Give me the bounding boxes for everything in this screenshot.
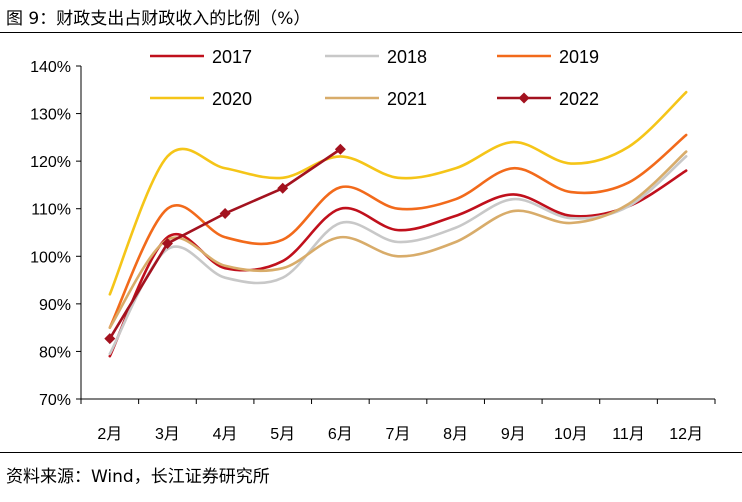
- legend-label-2021: 2021: [387, 89, 427, 109]
- legend-label-2018: 2018: [387, 47, 427, 67]
- x-tick-label: 7月: [386, 426, 411, 443]
- y-tick-label: 100%: [30, 249, 71, 266]
- legend-label-2019: 2019: [559, 47, 599, 67]
- series-line-2017: [108, 169, 688, 358]
- marker-2022: [219, 207, 231, 219]
- legend-label-2017: 2017: [212, 47, 252, 67]
- x-tick-label: 8月: [443, 426, 468, 443]
- x-tick-label: 4月: [213, 426, 238, 443]
- x-tick-label: 9月: [501, 426, 526, 443]
- marker-2022: [161, 237, 173, 249]
- marker-2022: [334, 143, 346, 155]
- x-tick-label: 11月: [612, 426, 645, 443]
- legend: 2017 2018 2019 2020 2021 2022: [150, 47, 599, 109]
- x-tick-label: 6月: [328, 426, 353, 443]
- source-rule: [0, 452, 742, 453]
- series-line-2020: [108, 90, 688, 296]
- line-chart: 70% 80% 90% 100% 110% 120% 130% 140% 2月 3月 4月 5月 6月 7…: [30, 47, 716, 443]
- series-line-2019: [108, 133, 688, 329]
- y-tick-label: 120%: [30, 154, 71, 171]
- legend-label-2020: 2020: [212, 89, 252, 109]
- x-tick-label: 3月: [155, 426, 180, 443]
- y-tick-label: 80%: [39, 344, 71, 361]
- marker-2022: [104, 333, 116, 345]
- y-tick-label: 70%: [39, 392, 71, 409]
- x-tick-label: 5月: [270, 426, 295, 443]
- y-tick-label: 130%: [30, 107, 71, 124]
- legend-label-2022: 2022: [559, 89, 599, 109]
- figure-title: 图 9：财政支出占财政收入的比例（%）: [6, 9, 311, 29]
- figure-source: 资料来源：Wind，长江证券研究所: [6, 467, 270, 487]
- legend-marker-2022: [518, 92, 530, 104]
- x-tick-label: 10月: [554, 426, 588, 443]
- series-line-2018: [108, 155, 688, 356]
- title-rule: [0, 32, 742, 33]
- x-tick-label: 2月: [97, 426, 122, 443]
- y-tick-label: 110%: [31, 202, 71, 219]
- x-tick-label: 12月: [669, 426, 703, 443]
- series-line-2021: [108, 150, 688, 329]
- axes: 70% 80% 90% 100% 110% 120% 130% 140% 2月 3月 4月 5月 6月 7…: [30, 59, 716, 443]
- marker-2022: [277, 182, 289, 194]
- y-tick-label: 140%: [30, 59, 71, 76]
- series-lines: [104, 90, 688, 358]
- y-tick-label: 90%: [39, 297, 71, 314]
